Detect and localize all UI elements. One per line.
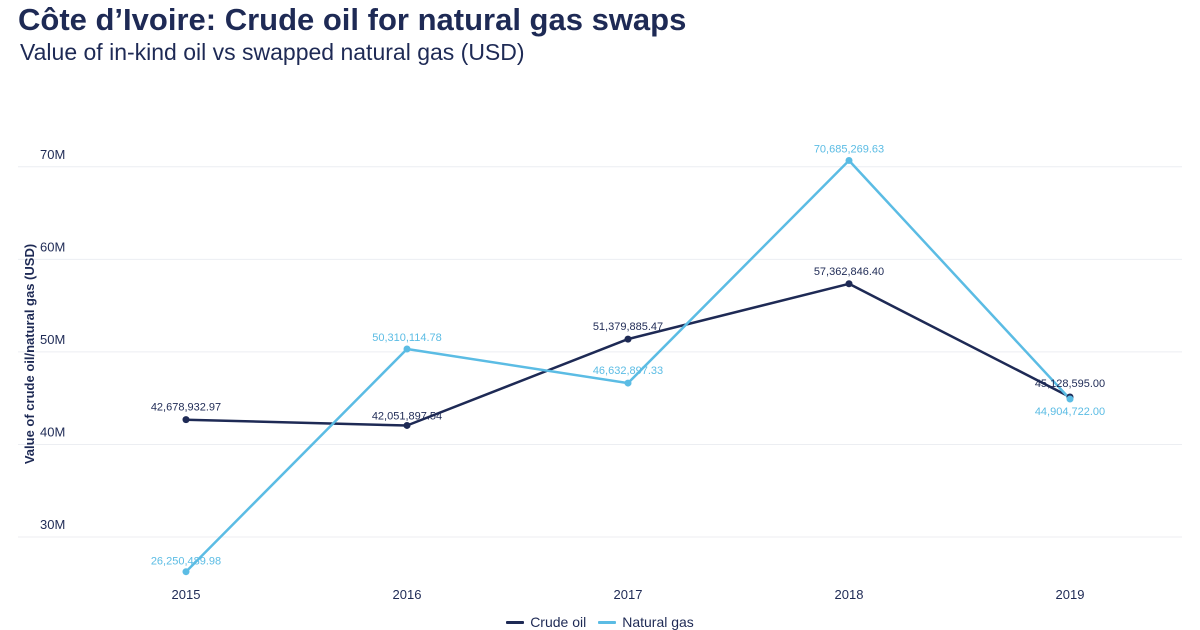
data-point-crude-oil[interactable]: [624, 335, 632, 343]
data-point-crude-oil[interactable]: [845, 280, 853, 288]
legend-item-crude-oil[interactable]: Crude oil: [506, 615, 586, 630]
series-line-crude-oil: [185, 282, 1071, 427]
legend-item-natural-gas[interactable]: Natural gas: [598, 615, 694, 630]
data-point-crude-oil[interactable]: [403, 421, 411, 429]
data-label-natural-gas: 44,904,722.00: [1035, 406, 1105, 418]
y-axis-ticks: 30M 40M 50M 60M 70M: [40, 147, 65, 532]
x-tick-label: 2018: [835, 587, 864, 602]
legend-label-crude-oil: Crude oil: [530, 614, 587, 630]
chart-subtitle: Value of in-kind oil vs swapped natural …: [20, 39, 525, 65]
data-point-natural-gas[interactable]: [845, 156, 853, 164]
data-label-crude-oil: 57,362,846.40: [814, 266, 884, 278]
y-tick-label: 40M: [40, 424, 65, 439]
y-axis-label: Value of crude oil/natural gas (USD): [22, 244, 37, 464]
legend-swatch-crude-oil: [506, 621, 525, 624]
series-lines: [182, 156, 1074, 576]
data-label-crude-oil: 51,379,885.47: [593, 321, 663, 333]
data-point-crude-oil[interactable]: [182, 416, 190, 424]
x-tick-label: 2015: [172, 587, 201, 602]
data-label-crude-oil: 42,051,897.54: [372, 410, 442, 422]
legend: Crude oil Natural gas: [0, 615, 1200, 630]
data-point-natural-gas[interactable]: [182, 568, 190, 576]
data-labels: 42,678,932.97 42,051,897.54 51,379,885.47 5…: [151, 143, 1105, 567]
x-tick-label: 2019: [1056, 587, 1085, 602]
data-label-natural-gas: 50,310,114.78: [372, 332, 442, 344]
line-chart: 30M 40M 50M 60M 70M 2015 2016 2017 2018 2019 Val…: [18, 143, 1182, 602]
y-tick-label: 30M: [40, 517, 65, 532]
data-label-natural-gas: 46,632,897.33: [593, 365, 663, 377]
x-axis-ticks: 2015 2016 2017 2018 2019: [172, 587, 1085, 602]
y-tick-label: 70M: [40, 147, 65, 162]
legend-label-natural-gas: Natural gas: [622, 614, 694, 630]
y-tick-label: 50M: [40, 332, 65, 347]
data-point-natural-gas[interactable]: [624, 379, 632, 387]
legend-swatch-natural-gas: [598, 621, 617, 624]
data-point-natural-gas[interactable]: [1066, 395, 1074, 403]
data-label-crude-oil: 42,678,932.97: [151, 402, 221, 414]
data-label-crude-oil: 45,128,595.00: [1035, 378, 1105, 390]
y-tick-label: 60M: [40, 239, 65, 254]
data-label-natural-gas: 70,685,269.63: [814, 143, 884, 155]
data-label-natural-gas: 26,250,489.98: [151, 556, 221, 568]
x-tick-label: 2016: [393, 587, 422, 602]
x-tick-label: 2017: [614, 587, 643, 602]
chart-title: Côte d’Ivoire: Crude oil for natural gas…: [18, 2, 687, 37]
data-point-natural-gas[interactable]: [403, 345, 411, 353]
grid-lines: [18, 166, 1182, 538]
